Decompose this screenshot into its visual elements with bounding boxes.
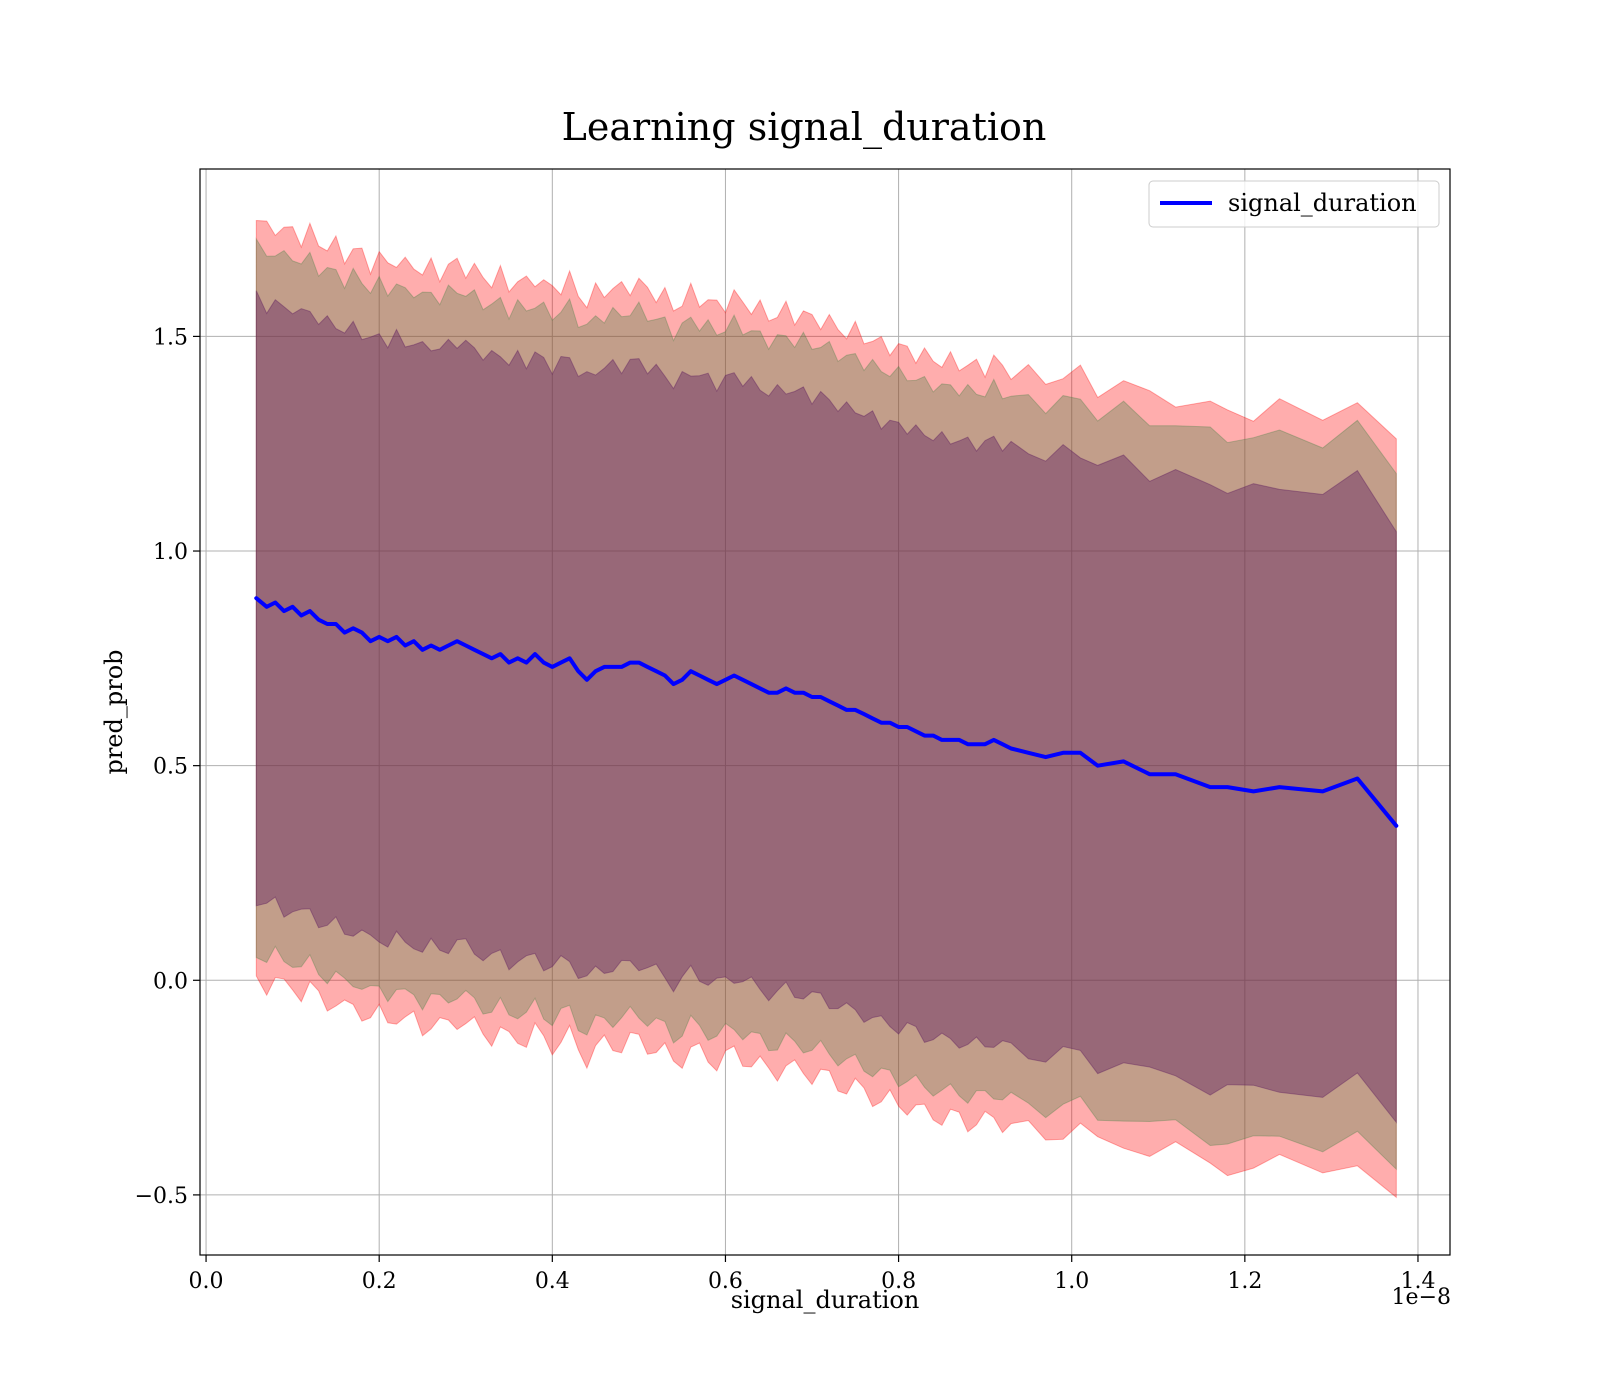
x-tick-label: 0.2 xyxy=(362,1269,397,1294)
y-tick-label: 0.0 xyxy=(153,969,188,994)
grid xyxy=(200,169,1450,1255)
x-tick-label: 0.8 xyxy=(881,1269,916,1294)
confidence-band xyxy=(255,237,1397,1171)
x-tick-label: 1.2 xyxy=(1227,1269,1262,1294)
y-tick-label: 1.5 xyxy=(153,325,188,350)
y-axis-label: pred_prob xyxy=(100,649,128,774)
x-tick-label: 0.6 xyxy=(708,1269,743,1294)
chart-title: Learning signal_duration xyxy=(562,105,1047,150)
y-tick-label: 0.5 xyxy=(153,755,188,780)
series-line-signal-duration xyxy=(254,596,1399,828)
x-axis-label: signal_duration xyxy=(731,1286,920,1314)
y-axis-ticks: −0.5 0.0 0.5 1.0 1.5 xyxy=(135,325,200,1209)
y-tick-label: −0.5 xyxy=(135,1184,188,1209)
legend-entry-label: signal_duration xyxy=(1228,189,1417,217)
legend-box xyxy=(1148,180,1440,228)
legend: signal_duration xyxy=(1148,180,1440,228)
x-tick-label: 0.4 xyxy=(535,1269,570,1294)
x-tick-label: 1.4 xyxy=(1400,1269,1435,1294)
plot-frame xyxy=(199,168,1451,1256)
confidence-band xyxy=(255,219,1397,1199)
confidence-band xyxy=(255,290,1397,1124)
x-tick-label: 0.0 xyxy=(189,1269,224,1294)
x-axis-ticks: 0.0 0.2 0.4 0.6 0.8 1.0 1.2 1.4 xyxy=(189,1255,1435,1294)
y-tick-label: 1.0 xyxy=(153,540,188,565)
x-tick-label: 1.0 xyxy=(1054,1269,1089,1294)
series-lines xyxy=(254,596,1399,828)
confidence-bands xyxy=(255,219,1397,1199)
x-axis-offset-label: 1e−8 xyxy=(1392,1285,1451,1310)
